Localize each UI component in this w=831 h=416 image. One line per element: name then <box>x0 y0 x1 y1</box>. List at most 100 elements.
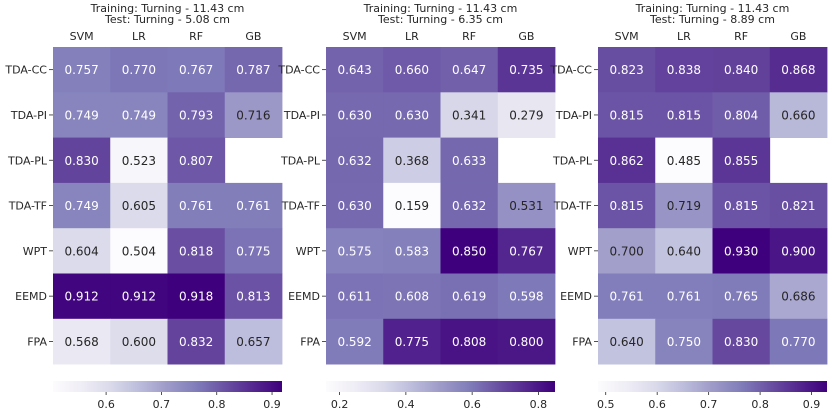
heatmap-cell-value: 0.770 <box>781 335 815 349</box>
heatmap-cell-value: 0.912 <box>122 290 156 304</box>
panel-2-row-label: TDA-CC <box>277 64 320 77</box>
heatmap-cell-value: 0.504 <box>122 244 156 258</box>
heatmap-cell <box>167 182 226 229</box>
heatmap-cell <box>224 182 283 229</box>
heatmap-cell <box>655 182 713 229</box>
panel-1-column-label: GB <box>245 30 261 43</box>
heatmap-cell <box>110 47 168 93</box>
heatmap-cell-value: 0.750 <box>667 335 701 349</box>
heatmap-cell-value: 0.647 <box>452 63 486 77</box>
heatmap-cell-value: 0.583 <box>395 244 429 258</box>
heatmap-cell <box>769 47 828 93</box>
heatmap-cell-value: 0.800 <box>509 335 543 349</box>
panel-3-column-label: GB <box>790 30 806 43</box>
heatmap-cell <box>383 273 441 320</box>
panel-2-row-label: FPA <box>300 335 320 348</box>
panel-2-colorbar-tick-label: 0.4 <box>397 398 415 411</box>
heatmap-cell <box>53 182 111 229</box>
panel-3-colorbar-tick-label: 0.9 <box>803 398 821 411</box>
heatmap-cell-value: 0.608 <box>395 290 429 304</box>
heatmap-cell <box>655 137 713 184</box>
heatmap-cell <box>326 318 384 365</box>
heatmap-cell <box>326 92 384 138</box>
heatmap-cell-value: 0.630 <box>395 108 429 122</box>
heatmap-cell <box>110 273 168 320</box>
heatmap-cell-value: 0.592 <box>337 335 371 349</box>
heatmap-cell-value: 0.775 <box>236 244 270 258</box>
heatmap-cell <box>224 228 283 274</box>
heatmap-cell <box>326 137 384 184</box>
heatmap-cell-value: 0.793 <box>179 108 213 122</box>
heatmap-cell-value: 0.830 <box>724 335 758 349</box>
heatmap-cell-value: 0.749 <box>64 108 98 122</box>
panel-2-row-label: WPT <box>296 245 321 258</box>
heatmap-cell <box>326 182 384 229</box>
panel-3-row-label: WPT <box>568 245 593 258</box>
heatmap-cell-value: 0.633 <box>452 154 486 168</box>
heatmap-cell <box>712 47 771 93</box>
panel-1-row-label: TDA-CC <box>4 64 47 77</box>
heatmap-cell <box>53 92 111 138</box>
heatmap-cell <box>440 273 499 320</box>
heatmap-cell <box>598 47 656 93</box>
heatmap-cell-value: 0.523 <box>122 154 156 168</box>
heatmap-cell <box>53 47 111 93</box>
heatmap-cell <box>440 318 499 365</box>
heatmap-cell <box>497 228 556 274</box>
heatmap-cell <box>497 318 556 365</box>
heatmap-cell <box>383 92 441 138</box>
heatmap-cell-value: 0.767 <box>509 244 543 258</box>
heatmap-cell-value: 0.531 <box>509 199 543 213</box>
heatmap-cell <box>598 92 656 138</box>
heatmap-cell-value: 0.716 <box>236 108 270 122</box>
heatmap-cell-value: 0.767 <box>179 63 213 77</box>
heatmap-cell <box>655 228 713 274</box>
heatmap-cell-value: 0.818 <box>179 244 213 258</box>
heatmap-cell <box>769 318 828 365</box>
heatmap-cell-value: 0.761 <box>179 199 213 213</box>
panel-3-row-label: TDA-PI <box>555 109 592 122</box>
heatmap-cell-value: 0.918 <box>179 290 213 304</box>
panel-2-row-label: TDA-TF <box>281 200 320 213</box>
heatmap-cell <box>53 137 111 184</box>
panel-2-colorbar-tick-label: 0.2 <box>331 398 349 411</box>
heatmap-cell-value: 0.862 <box>609 154 643 168</box>
heatmap-cell <box>598 137 656 184</box>
heatmap-cell <box>712 92 771 138</box>
heatmap-cell-value: 0.630 <box>337 108 371 122</box>
heatmap-cell <box>53 228 111 274</box>
heatmap-cell <box>598 318 656 365</box>
heatmap-cell-value: 0.815 <box>609 199 643 213</box>
panel-1-colorbar-tick-label: 0.8 <box>208 398 226 411</box>
panel-2-title-line-1: Training: Turning - 11.43 cm <box>363 2 518 15</box>
heatmap-cell-value: 0.761 <box>667 290 701 304</box>
heatmap-cell-value: 0.813 <box>236 290 270 304</box>
panel-1-colorbar-tick-label: 0.7 <box>153 398 171 411</box>
panel-3-column-label: LR <box>677 30 691 43</box>
heatmap-cell <box>326 47 384 93</box>
heatmap-cell-value: 0.775 <box>395 335 429 349</box>
heatmap-cell <box>655 92 713 138</box>
heatmap-cell-value: 0.630 <box>337 199 371 213</box>
heatmap-cell-value: 0.686 <box>781 290 815 304</box>
heatmap-cell <box>769 273 828 320</box>
heatmap-cell-value: 0.657 <box>236 335 270 349</box>
heatmap-cell-value: 0.804 <box>724 108 758 122</box>
heatmap-cell-value: 0.368 <box>395 154 429 168</box>
panel-1-row-label: FPA <box>27 335 47 348</box>
heatmap-cell-value: 0.619 <box>452 290 486 304</box>
heatmap-cell <box>167 137 226 184</box>
heatmap-cell <box>110 92 168 138</box>
panel-1-colorbar-tick-label: 0.6 <box>97 398 115 411</box>
heatmap-cell-value: 0.761 <box>609 290 643 304</box>
heatmap-cell <box>598 228 656 274</box>
panel-2-row-label: TDA-PL <box>280 154 321 167</box>
heatmap-cell-value: 0.830 <box>64 154 98 168</box>
heatmap-cell <box>110 228 168 274</box>
heatmap-cell-value: 0.787 <box>236 63 270 77</box>
heatmap-cell-value: 0.850 <box>452 244 486 258</box>
heatmap-cell-value: 0.719 <box>667 199 701 213</box>
heatmap-cell <box>598 273 656 320</box>
panel-1-row-label: EEMD <box>15 290 47 303</box>
